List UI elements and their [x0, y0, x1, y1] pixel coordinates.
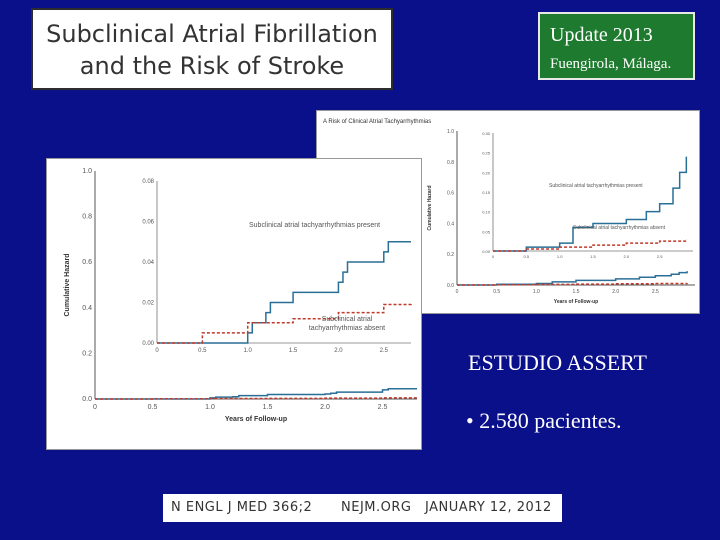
- y-tick-label: 0.6: [82, 259, 92, 266]
- y-tick-label: 0.4: [82, 305, 92, 312]
- chart-title: A Risk of Clinical Atrial Tachyarrhythmi…: [323, 119, 431, 125]
- inset-y-tick-label: 0.05: [482, 229, 491, 234]
- footer-journal: N ENGL J MED 366;2: [171, 500, 313, 515]
- y-axis-label: Cumulative Hazard: [64, 253, 71, 316]
- inset-y-tick-label: 0.00: [142, 341, 154, 347]
- inset-y-tick-label: 0.06: [142, 220, 154, 226]
- main-series-line: [457, 271, 688, 286]
- series-label: Subclinical atrial tachyarrhythmias abse…: [573, 225, 666, 231]
- x-tick-label: 1.0: [533, 289, 540, 295]
- inset-y-tick-label: 0.00: [482, 249, 491, 254]
- y-axis-label: Cumulative Hazard: [427, 185, 433, 230]
- inset-x-tick-label: 2.5: [380, 348, 389, 354]
- y-tick-label: 0.2: [82, 350, 92, 357]
- main-series-line: [95, 397, 418, 400]
- inset-x-tick-label: 2.5: [657, 254, 663, 259]
- inset-y-tick-label: 0.08: [142, 179, 154, 185]
- inset-x-tick-label: 1.0: [557, 254, 563, 259]
- y-tick-label: 1.0: [82, 168, 92, 175]
- x-tick-label: 2.5: [652, 289, 659, 295]
- y-tick-label: 0.6: [447, 191, 454, 197]
- slide-title-line2: and the Risk of Stroke: [79, 52, 345, 80]
- x-tick-label: 2.0: [612, 289, 619, 295]
- footer-site: NEJM.ORG: [341, 500, 412, 515]
- y-tick-label: 0.2: [447, 252, 454, 258]
- patients-bullet: • 2.580 pacientes.: [466, 408, 622, 433]
- update-title: Update 2013: [550, 24, 653, 46]
- inset-x-tick-label: 2.0: [334, 348, 343, 354]
- y-tick-label: 1.0: [447, 129, 454, 135]
- slide-title-line1: Subclinical Atrial Fibrillation: [46, 20, 378, 48]
- y-tick-label: 0.8: [82, 214, 92, 221]
- inset-x-tick-label: 1.0: [244, 348, 253, 354]
- inset-y-tick-label: 0.04: [142, 260, 154, 266]
- x-tick-label: 1.0: [205, 404, 215, 411]
- series-label: Subclinical atrial tachyarrhythmias pres…: [249, 222, 380, 229]
- inset-x-tick-label: 0: [492, 254, 495, 259]
- inset-x-tick-label: 0.5: [198, 348, 207, 354]
- x-axis-label: Years of Follow-up: [225, 416, 287, 423]
- inset-series-line: [493, 156, 688, 252]
- footer-date: JANUARY 12, 2012: [425, 500, 552, 515]
- inset-series-line: [157, 302, 412, 344]
- journal-footer: N ENGL J MED 366;2 NEJM.ORG JANUARY 12, …: [163, 494, 562, 522]
- inset-y-tick-label: 0.10: [482, 210, 491, 215]
- main-series-line: [95, 387, 417, 400]
- y-tick-label: 0.0: [82, 396, 92, 403]
- y-tick-label: 0.8: [447, 160, 454, 166]
- x-tick-label: 1.5: [263, 404, 273, 411]
- inset-x-tick-label: 1.5: [590, 254, 596, 259]
- chart-b-stroke-risk: 0.0 0.2 0.4 0.6 0.8 1.0 0 0.5 1.0 1.5 2.0 2.5 Years …: [46, 158, 422, 450]
- x-tick-label: 1.5: [573, 289, 580, 295]
- x-tick-label: 2.0: [320, 404, 330, 411]
- y-tick-label: 0.0: [447, 283, 454, 289]
- slide-title-box: Subclinical Atrial Fibrillation and the …: [31, 8, 393, 90]
- inset-x-tick-label: 0.5: [524, 254, 530, 259]
- inset-series-line: [157, 241, 411, 344]
- update-location: Fuengirola, Málaga.: [550, 56, 672, 72]
- inset-y-tick-label: 0.25: [482, 151, 491, 156]
- inset-y-tick-label: 0.02: [142, 301, 154, 307]
- inset-x-tick-label: 0: [155, 348, 159, 354]
- inset-x-tick-label: 2.0: [624, 254, 630, 259]
- x-tick-label: 0.5: [148, 404, 158, 411]
- x-axis-label: Years of Follow-up: [554, 299, 598, 305]
- inset-y-tick-label: 0.30: [482, 131, 491, 136]
- study-name: ESTUDIO ASSERT: [468, 350, 647, 375]
- inset-y-tick-label: 0.20: [482, 170, 491, 175]
- series-label: Subclinical atrial: [322, 316, 373, 323]
- x-tick-label: 0: [93, 404, 97, 411]
- inset-x-tick-label: 1.5: [289, 348, 298, 354]
- y-tick-label: 0.4: [447, 221, 454, 227]
- x-tick-label: 0: [456, 289, 459, 295]
- series-label: tachyarrhythmias absent: [309, 325, 385, 332]
- x-tick-label: 2.5: [378, 404, 388, 411]
- inset-series-line: [493, 239, 688, 252]
- series-label: Subclinical atrial tachyarrhythmias pres…: [549, 183, 643, 189]
- inset-y-tick-label: 0.15: [482, 190, 491, 195]
- update-box: Update 2013 Fuengirola, Málaga.: [538, 12, 695, 80]
- x-tick-label: 0.5: [493, 289, 500, 295]
